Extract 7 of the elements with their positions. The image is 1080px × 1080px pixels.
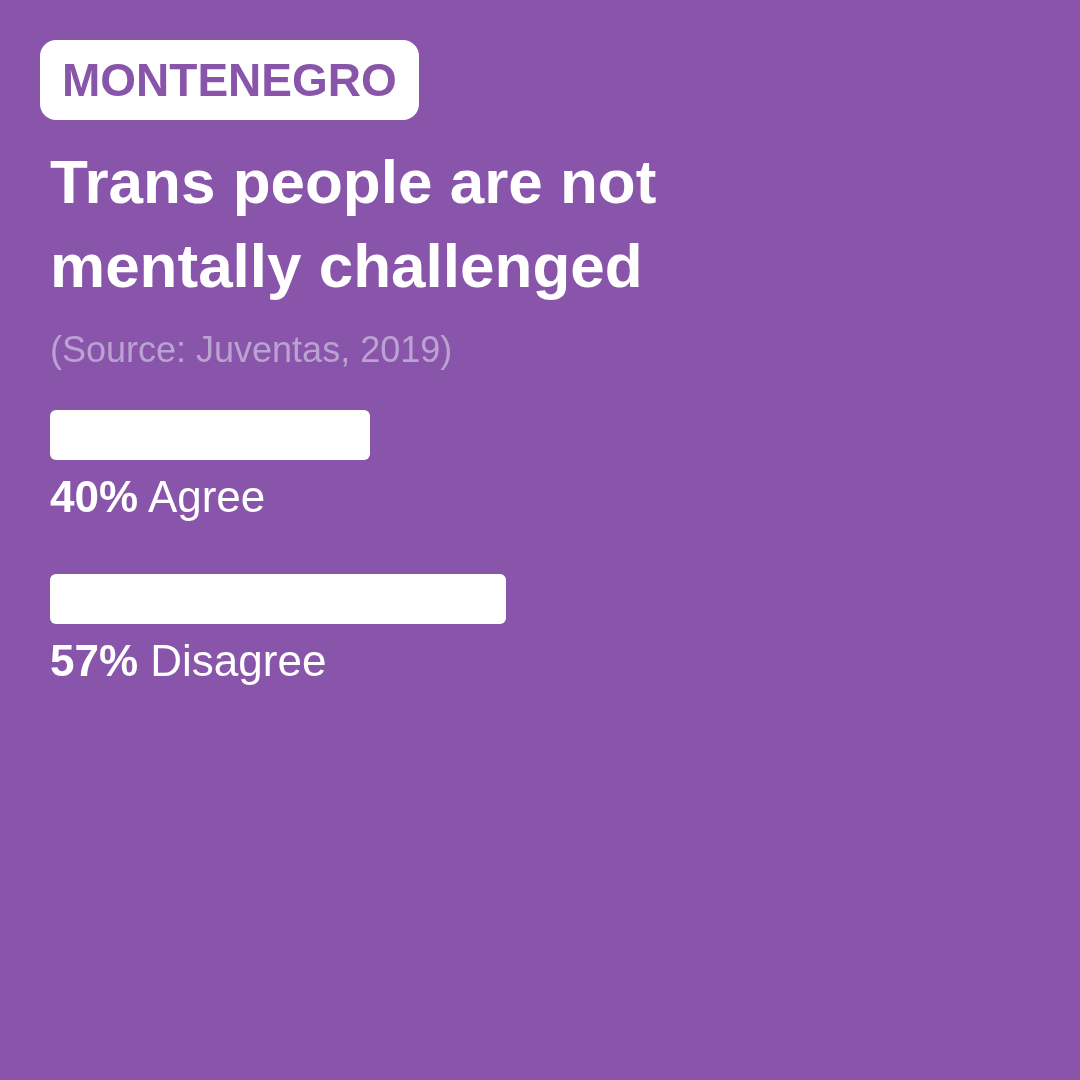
y-tick-label: Agree: [138, 472, 266, 521]
chart-subtitle: MONTENEGRO: [40, 40, 419, 120]
data-label: 40%: [50, 472, 139, 521]
data-label: 57%: [50, 636, 139, 685]
chart-title: Trans people are not mentally challenged: [50, 146, 658, 302]
y-tick-label: Disagree: [138, 636, 327, 685]
text: (Source: Juventas, 2019): [50, 328, 453, 372]
